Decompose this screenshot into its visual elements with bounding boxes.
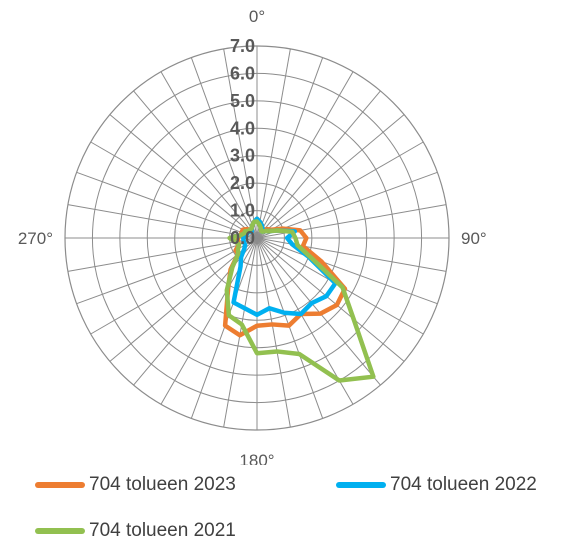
- grid-spoke: [256, 141, 424, 239]
- angle-label-180: 180°: [239, 451, 274, 465]
- legend-item-2023: 704 tolueen 2023: [35, 474, 236, 496]
- legend-label-2023: 704 tolueen 2023: [89, 474, 236, 495]
- legend-item-2022: 704 tolueen 2022: [336, 474, 537, 496]
- grid-spoke: [256, 237, 291, 428]
- grid-spoke: [256, 71, 354, 239]
- grid-spoke: [109, 237, 258, 362]
- legend-swatch-2021: [35, 528, 85, 534]
- radial-tick-label: 4.0: [230, 118, 255, 138]
- radial-tick-labels: 0.0 1.0 2.0 3.0 4.0 5.0 6.0 7.0: [230, 36, 255, 248]
- angle-label-270: 270°: [18, 229, 53, 248]
- angle-label-90: 90°: [461, 229, 487, 248]
- grid-spoke: [256, 90, 381, 239]
- legend-label-2021: 704 tolueen 2021: [89, 520, 236, 541]
- grid-spoke: [256, 237, 405, 362]
- angle-labels: 0° 90° 180° 270°: [18, 7, 487, 465]
- grid-spoke: [133, 90, 258, 239]
- grid-spoke: [256, 114, 405, 239]
- grid-spoke: [190, 237, 258, 419]
- grid-spoke: [190, 57, 258, 239]
- radial-tick-label: 1.0: [230, 201, 255, 221]
- radial-tick-label: 6.0: [230, 63, 255, 83]
- radial-tick-label: 3.0: [230, 146, 255, 166]
- grid-spoke: [67, 204, 258, 239]
- radial-tick-label: 0.0: [230, 228, 255, 248]
- radial-tick-label: 7.0: [230, 36, 255, 56]
- series-line-704-tolueen-2021: [224, 219, 376, 383]
- grid-spoke: [256, 237, 438, 305]
- grid-spoke: [76, 171, 258, 239]
- series-group: [222, 216, 376, 383]
- grid-spoke: [76, 237, 258, 305]
- grid-spoke: [67, 237, 258, 272]
- grid-spoke: [256, 237, 324, 419]
- legend-swatch-2022: [336, 482, 386, 488]
- grid-spoke: [90, 141, 258, 239]
- grid-spoke: [256, 57, 324, 239]
- radial-tick-label: 2.0: [230, 173, 255, 193]
- radial-tick-label: 5.0: [230, 91, 255, 111]
- legend-swatch-2023: [35, 482, 85, 488]
- radar-plot: 0.0 1.0 2.0 3.0 4.0 5.0 6.0 7.0 0° 90° 180° 270°: [18, 7, 487, 465]
- grid: [64, 45, 450, 431]
- grid-spoke: [160, 71, 258, 239]
- grid-spoke: [256, 237, 447, 272]
- grid-spoke: [256, 48, 291, 239]
- grid-spoke: [109, 114, 258, 239]
- legend-item-2021: 704 tolueen 2021: [35, 520, 236, 542]
- grid-spoke: [223, 48, 258, 239]
- angle-label-0: 0°: [249, 7, 265, 26]
- grid-spoke: [90, 237, 258, 335]
- legend-label-2022: 704 tolueen 2022: [390, 474, 537, 495]
